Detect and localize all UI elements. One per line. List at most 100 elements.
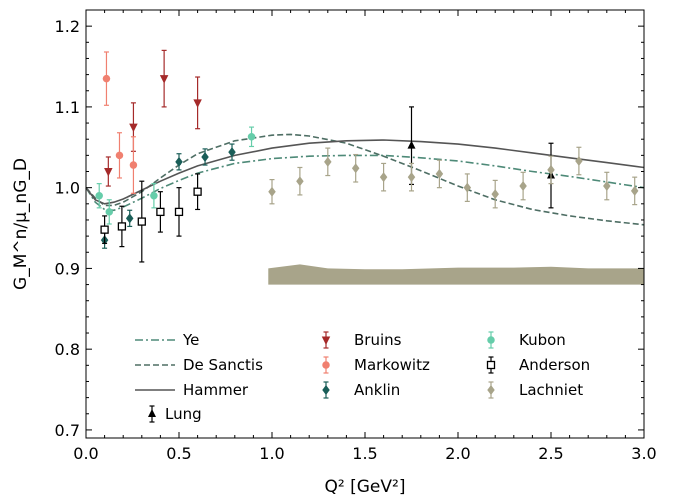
y-tick-label: 0.7 (55, 421, 80, 440)
point-lachniet-8 (491, 179, 499, 209)
y-tick-label: 0.9 (55, 259, 80, 278)
legend-item-ye: Ye (135, 331, 199, 349)
point-anklin-3 (201, 148, 209, 166)
y-axis-label: G_M^n/μ_nG_D (11, 158, 31, 290)
x-tick-label: 3.0 (631, 444, 656, 463)
point-lachniet-0 (268, 178, 276, 205)
marker (435, 168, 444, 179)
legend-label: De Sanctis (183, 356, 263, 374)
legend-marker (322, 385, 330, 395)
legend-marker (148, 409, 156, 417)
marker (519, 181, 527, 192)
legend-item-markowitz: Markowitz (322, 356, 430, 374)
curve-ye (85, 154, 645, 212)
marker (228, 147, 236, 158)
point-anklin-1 (125, 209, 134, 228)
point-bruins-0 (104, 156, 113, 187)
marker (104, 168, 113, 177)
legend-marker (486, 360, 496, 370)
point-kubon-2 (150, 183, 158, 209)
marker (102, 74, 111, 83)
legend-label: Hammer (183, 381, 249, 399)
data-points (95, 49, 639, 263)
legend-marker (487, 336, 495, 344)
legend-label: Lung (165, 405, 202, 423)
point-lachniet-6 (435, 159, 444, 189)
y-tick-label: 0.8 (55, 340, 80, 359)
legend-item-lung: Lung (148, 405, 202, 423)
legend-marker (322, 361, 330, 369)
x-tick-label: 1.5 (352, 444, 377, 463)
legend-item-anklin: Anklin (322, 381, 400, 399)
y-tick-label: 1.1 (55, 98, 80, 117)
marker (630, 185, 639, 196)
point-lachniet-11 (575, 146, 583, 176)
point-bruins-3 (193, 76, 202, 130)
point-anderson-4 (174, 187, 184, 237)
legend-label: Anderson (519, 356, 590, 374)
point-markowitz-2 (129, 136, 138, 194)
marker (296, 176, 304, 187)
legend: Ye De Sanctis Hammer Lung Bruins Markowitz Ank… (135, 331, 590, 423)
point-anklin-4 (228, 143, 236, 161)
legend-item-hammer: Hammer (135, 381, 249, 399)
legend-label: Kubon (519, 331, 566, 349)
marker (129, 123, 138, 133)
point-markowitz-0 (102, 51, 111, 106)
point-bruins-2 (159, 49, 169, 108)
point-anderson-0 (100, 215, 109, 244)
legend-item-kubon: Kubon (487, 331, 566, 349)
point-lachniet-4 (379, 162, 388, 192)
legend-item-bruins: Bruins (321, 331, 402, 349)
legend-marker (321, 336, 331, 345)
theory-curves (85, 133, 645, 226)
marker (156, 207, 165, 217)
point-kubon-1 (105, 199, 113, 225)
marker (159, 75, 169, 84)
marker (193, 187, 202, 196)
point-lachniet-1 (296, 166, 304, 196)
marker (268, 186, 276, 197)
legend-item-anderson: Anderson (486, 356, 590, 374)
marker (575, 156, 583, 167)
marker (150, 191, 158, 200)
point-anklin-2 (175, 153, 183, 171)
marker (193, 99, 202, 108)
marker (379, 172, 388, 183)
marker (491, 189, 499, 200)
band-area (268, 264, 644, 285)
point-anderson-2 (137, 180, 146, 263)
marker (247, 133, 256, 141)
point-anderson-5 (193, 173, 202, 211)
marker (463, 182, 472, 193)
point-lachniet-2 (324, 147, 332, 177)
marker (137, 217, 146, 226)
marker (407, 172, 416, 183)
x-tick-label: 2.0 (445, 444, 470, 463)
marker (547, 164, 555, 175)
marker (175, 156, 183, 167)
point-lachniet-10 (547, 155, 555, 185)
marker (100, 225, 109, 234)
point-anderson-3 (156, 191, 165, 233)
point-lachniet-5 (407, 162, 416, 192)
marker (407, 140, 416, 149)
x-tick-label: 0.5 (166, 444, 191, 463)
curve-hammer (85, 139, 645, 205)
x-tick-label: 0.0 (73, 444, 98, 463)
legend-label: Bruins (354, 331, 402, 349)
uncertainty-band (268, 264, 644, 285)
x-tick-label: 1.0 (259, 444, 284, 463)
point-anderson-1 (117, 205, 127, 248)
marker (125, 213, 134, 224)
marker (174, 207, 184, 217)
legend-label: Ye (182, 331, 199, 349)
marker (351, 163, 360, 174)
y-tick-label: 1.0 (55, 179, 80, 198)
legend-item-lachniet: Lachniet (487, 381, 583, 399)
legend-label: Anklin (354, 381, 400, 399)
point-lachniet-7 (463, 173, 472, 202)
marker (95, 191, 103, 200)
point-lachniet-9 (519, 171, 527, 201)
